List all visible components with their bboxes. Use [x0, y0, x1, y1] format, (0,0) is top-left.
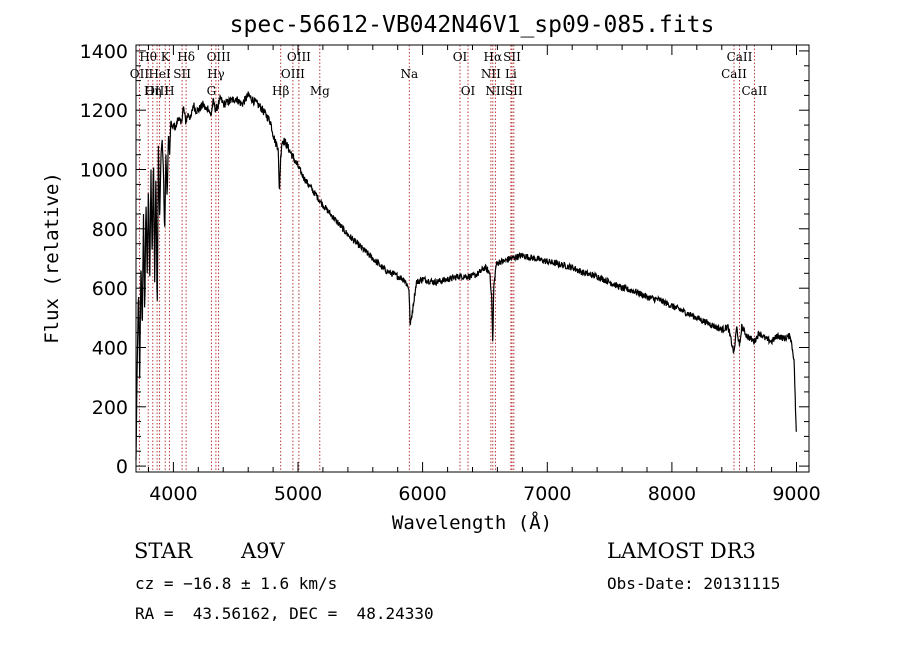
x-tick-label: 8000 [648, 483, 696, 505]
line-marker-label: Hη [144, 84, 162, 98]
plot-frame [135, 44, 810, 473]
line-marker-label: Na [400, 67, 418, 81]
y-tick-label: 200 [92, 397, 128, 419]
line-marker-label: OIII [287, 50, 311, 64]
y-tick-label: 600 [92, 278, 128, 300]
ra-dec: RA = 43.56162, DEC = 48.24330 [135, 604, 434, 623]
line-marker-label: Hδ [177, 50, 195, 64]
line-marker-label: CaII [721, 67, 747, 81]
line-marker-label: CaII [727, 50, 753, 64]
y-axis-label: Flux (relative) [41, 172, 63, 344]
y-tick-label: 1000 [80, 160, 128, 182]
line-marker-label: Hγ [207, 67, 225, 81]
x-tick-label: 7000 [523, 483, 571, 505]
line-marker-label: OIII [281, 67, 305, 81]
obs-date: Obs-Date: 20131115 [607, 574, 781, 593]
x-tick-label: 9000 [772, 483, 820, 505]
line-marker-label: Hα [484, 50, 503, 64]
line-marker-label: NII [485, 84, 505, 98]
line-marker-label: G [207, 84, 217, 98]
line-marker-label: OII [130, 67, 150, 81]
survey-name: LAMOST DR3 [607, 539, 756, 563]
line-marker-label: OIII [145, 84, 169, 98]
line-marker-label: OI [453, 50, 468, 64]
line-marker-label: Hβ [272, 84, 289, 98]
line-marker-label: SII [503, 50, 521, 64]
y-axis: 0 200 400 600 800 1000 1200 1400 [80, 41, 809, 478]
spectrum-line [135, 91, 797, 461]
line-marker-label: SII [505, 84, 523, 98]
line-marker-label: Mg [310, 84, 330, 98]
line-marker-label: OIII [207, 50, 231, 64]
line-marker-label: Hθ [139, 50, 157, 64]
line-marker-label: H [164, 84, 174, 98]
object-subclass: A9V [241, 539, 285, 563]
x-tick-label: 5000 [274, 483, 322, 505]
redshift-cz: cz = −16.8 ± 1.6 km/s [135, 574, 338, 593]
y-tick-label: 0 [116, 456, 128, 478]
line-marker-label: SII [173, 67, 191, 81]
line-markers [138, 45, 755, 472]
line-marker-labels: Hθ OII OIII K HeI Hη H SII Hδ OIII Hγ G Hβ OIII OIII Mg… [130, 50, 768, 98]
object-class: STAR [134, 539, 193, 563]
line-marker-label: K [161, 50, 171, 64]
y-tick-label: 800 [92, 219, 128, 241]
x-tick-label: 4000 [149, 483, 197, 505]
line-marker-label: Li [505, 67, 517, 81]
y-tick-label: 1200 [80, 100, 128, 122]
line-marker-label: HeI [148, 67, 171, 81]
line-marker-label: CaII [741, 84, 767, 98]
y-tick-label: 1400 [80, 41, 128, 63]
line-marker-label: NII [481, 67, 501, 81]
line-marker-label: OI [461, 84, 476, 98]
x-axis: 4000 5000 6000 7000 8000 9000 [148, 45, 821, 505]
chart-title: spec-56612-VB042N46V1_sp09-085.fits [230, 12, 715, 38]
x-tick-label: 6000 [398, 483, 446, 505]
x-axis-label: Wavelength (Å) [392, 511, 552, 534]
y-tick-label: 400 [92, 338, 128, 360]
